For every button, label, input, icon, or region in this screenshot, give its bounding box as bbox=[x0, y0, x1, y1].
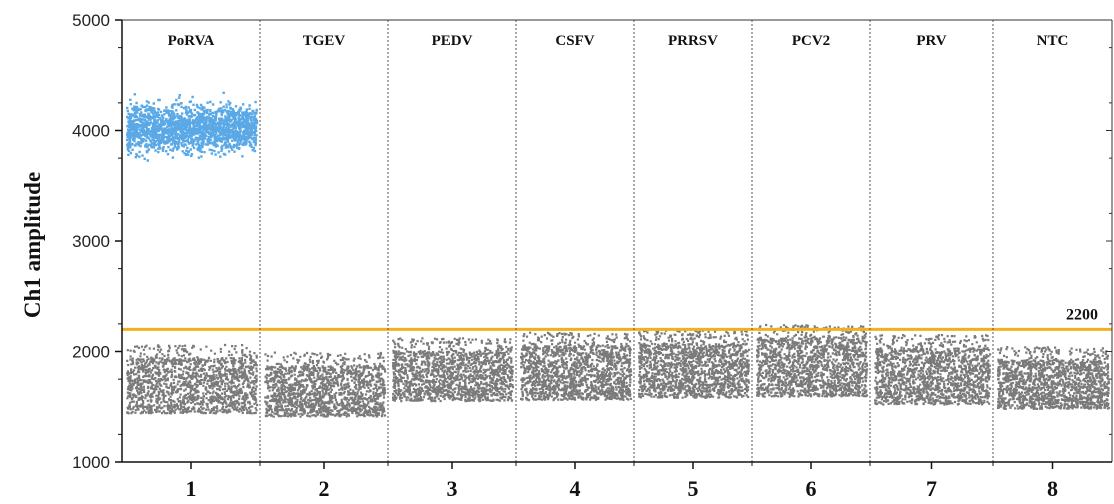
well-target-label: CSFV bbox=[555, 33, 594, 49]
well-droplets-3 bbox=[392, 337, 515, 403]
negative-droplets-2 bbox=[264, 351, 387, 418]
y-tick-label: 3000 bbox=[72, 232, 110, 251]
y-tick-label: 1000 bbox=[72, 453, 110, 472]
x-tick-label: 4 bbox=[570, 476, 581, 501]
well-labels: 2200 PoRVA TGEV PEDV CSFV PRRSV PCV2 PRV NTC bbox=[168, 33, 1098, 323]
well-target-label: PRV bbox=[916, 33, 946, 49]
well-target-label: PCV2 bbox=[792, 33, 830, 49]
well-droplets-7 bbox=[874, 334, 992, 406]
well-target-label: PRRSV bbox=[668, 33, 718, 49]
negative-droplets-8 bbox=[997, 346, 1111, 410]
x-tick-label: 7 bbox=[926, 476, 937, 501]
well-droplets-2 bbox=[264, 351, 387, 418]
threshold-label: 2200 bbox=[1066, 306, 1098, 323]
x-axis: 1 2 3 4 5 6 7 8 bbox=[122, 461, 1112, 501]
negative-droplets-6 bbox=[756, 323, 869, 398]
well-target-label: NTC bbox=[1037, 33, 1069, 49]
negative-droplets-4 bbox=[520, 331, 633, 402]
well-droplets-5 bbox=[638, 329, 751, 399]
well-droplets-6 bbox=[756, 323, 869, 398]
positive-droplets-1 bbox=[125, 91, 259, 162]
y-tick-label: 4000 bbox=[72, 122, 110, 141]
x-tick-label: 6 bbox=[806, 476, 817, 501]
negative-droplets-7 bbox=[874, 334, 992, 406]
well-droplets-8 bbox=[997, 346, 1111, 410]
well-target-label: PEDV bbox=[432, 33, 473, 49]
well-target-label: TGEV bbox=[303, 33, 346, 49]
x-tick-label: 5 bbox=[688, 476, 699, 501]
plot-area bbox=[122, 91, 1112, 418]
y-axis: 1000 2000 3000 4000 5000 bbox=[72, 11, 1113, 472]
x-tick-label: 3 bbox=[447, 476, 458, 501]
y-tick-label: 2000 bbox=[72, 343, 110, 362]
y-tick-label: 5000 bbox=[72, 11, 110, 30]
negative-droplets-1 bbox=[126, 343, 259, 415]
well-droplets-1 bbox=[125, 91, 259, 415]
x-tick-label: 2 bbox=[319, 476, 330, 501]
well-target-label: PoRVA bbox=[168, 33, 215, 49]
y-axis-label: Ch1 amplitude bbox=[20, 172, 45, 318]
negative-droplets-3 bbox=[392, 337, 515, 403]
x-tick-label: 1 bbox=[186, 476, 197, 501]
negative-droplets-5 bbox=[638, 329, 751, 399]
x-tick-label: 8 bbox=[1047, 476, 1058, 501]
well-droplets-4 bbox=[520, 331, 633, 402]
well-dividers bbox=[259, 20, 994, 462]
